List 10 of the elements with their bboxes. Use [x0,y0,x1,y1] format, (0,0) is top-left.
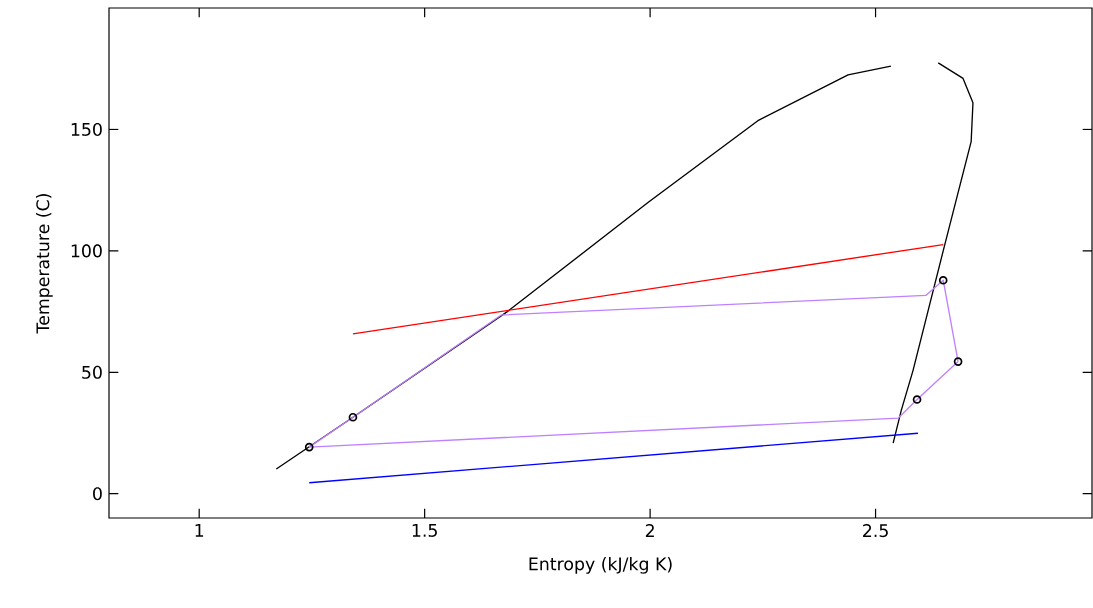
x-tick-label: 2.5 [863,524,888,538]
y-tick-label: 150 [71,122,102,136]
y-axis-title: Temperature (C) [35,194,53,334]
y-tick-label: 100 [71,244,102,258]
y-tick-label: 50 [82,365,102,379]
x-tick-label: 1.5 [412,524,437,537]
x-axis-title: Entropy (kJ/kg K) [529,556,672,574]
x-tick-label: 1 [195,524,204,537]
y-tick-label: 0 [93,487,102,501]
x-tick-label: 2 [645,524,654,537]
